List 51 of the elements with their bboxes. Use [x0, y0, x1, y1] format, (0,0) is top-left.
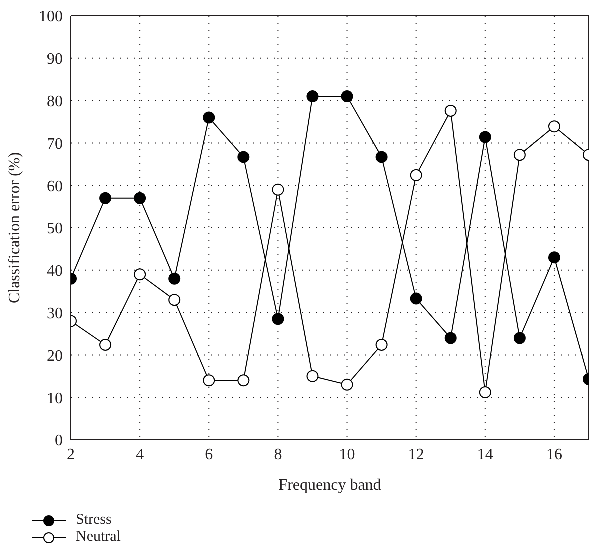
point [238, 374, 250, 387]
point [238, 151, 250, 164]
x-tick-label: 8 [274, 446, 282, 464]
point [306, 90, 319, 103]
point [306, 370, 319, 382]
y-tick-label: 70 [47, 136, 63, 153]
point [548, 120, 560, 133]
point [514, 149, 526, 162]
point [168, 272, 181, 285]
y-tick-label: 100 [39, 8, 63, 26]
legend-label: Stress [76, 512, 112, 529]
point [376, 339, 388, 352]
y-tick-label: 20 [47, 348, 63, 365]
x-tick-label: 6 [205, 446, 214, 464]
x-tick-label: 4 [136, 446, 144, 464]
point [410, 292, 422, 305]
y-tick-label: 60 [47, 178, 63, 196]
point [134, 268, 146, 281]
point [100, 339, 112, 352]
point [203, 374, 216, 387]
point [272, 313, 284, 326]
point [376, 151, 388, 164]
x-tick-label: 2 [67, 446, 75, 464]
y-tick-label: 30 [47, 305, 63, 322]
point [444, 332, 457, 344]
y-axis-title: Classification error (%) [6, 152, 24, 304]
y-tick-label: 90 [47, 51, 63, 68]
point [341, 90, 354, 103]
y-tick-label: 80 [47, 93, 63, 110]
x-axis-title: Frequency band [278, 477, 382, 494]
point [548, 252, 560, 264]
y-tick-label: 40 [47, 263, 63, 280]
point [444, 104, 457, 117]
point [479, 131, 492, 144]
point [272, 184, 284, 196]
x-tick-label: 12 [408, 446, 424, 464]
x-tick-label: 16 [546, 446, 562, 464]
point [341, 378, 354, 391]
point [410, 169, 422, 182]
y-tick-label: 10 [47, 390, 63, 408]
x-tick-label: 14 [477, 446, 494, 464]
y-tick-label: 0 [55, 432, 63, 450]
point [168, 294, 181, 306]
point [100, 192, 112, 204]
point [479, 386, 492, 399]
x-tick-label: 10 [339, 446, 356, 464]
legend-label: Neutral [76, 529, 121, 546]
point [203, 112, 216, 124]
y-tick-label: 50 [47, 220, 63, 238]
point [514, 332, 526, 344]
point [134, 192, 146, 204]
